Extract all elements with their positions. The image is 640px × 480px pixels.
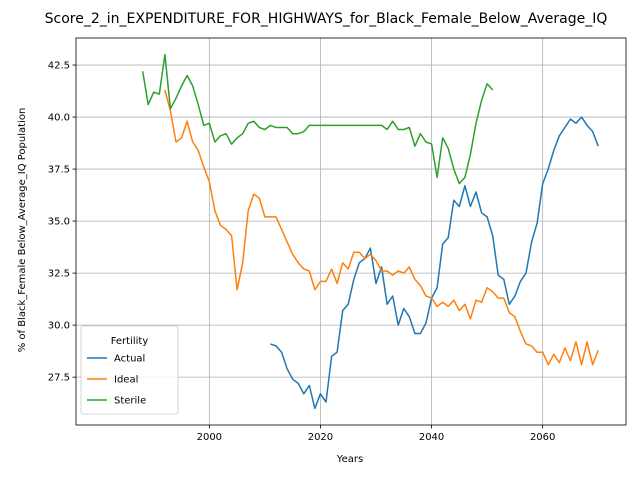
x-tick-label: 2040 — [419, 432, 444, 443]
series-line-ideal — [164, 89, 599, 366]
legend-label-actual: Actual — [114, 354, 145, 365]
legend-title: Fertility — [111, 336, 149, 347]
x-tick-label: 2020 — [308, 432, 333, 443]
y-tick-label: 30.0 — [48, 321, 70, 332]
x-tick-label: 2060 — [530, 432, 555, 443]
y-tick-label: 27.5 — [48, 373, 70, 384]
series-lines — [141, 53, 599, 410]
plot-area-frame — [75, 37, 627, 426]
y-tick-label: 32.5 — [48, 269, 70, 280]
legend-label-ideal: Ideal — [114, 375, 138, 386]
y-tick-label: 37.5 — [48, 165, 70, 176]
grid — [76, 38, 626, 425]
y-axis-label: % of Black_Female Below_Average_IQ Popul… — [17, 108, 28, 353]
y-tick-label: 35.0 — [48, 217, 70, 228]
legend: Fertility Actual Ideal Sterile — [80, 325, 179, 415]
y-tick-label: 42.5 — [48, 61, 70, 72]
x-axis-label: Years — [336, 454, 363, 465]
series-line-sterile — [141, 53, 494, 185]
legend-label-sterile: Sterile — [114, 396, 146, 407]
chart-title: Score_2_in_EXPENDITURE_FOR_HIGHWAYS_for_… — [45, 11, 608, 27]
legend-box — [80, 325, 179, 415]
series-line-actual — [270, 116, 599, 410]
y-tick-label: 40.0 — [48, 113, 70, 124]
x-tick-label: 2000 — [197, 432, 222, 443]
legend-items: Actual Ideal Sterile — [87, 354, 146, 407]
axis-ticks: 2000 2020 2040 2060 27.5 30.0 32.5 35.0 37.5 40.0… — [48, 61, 556, 443]
